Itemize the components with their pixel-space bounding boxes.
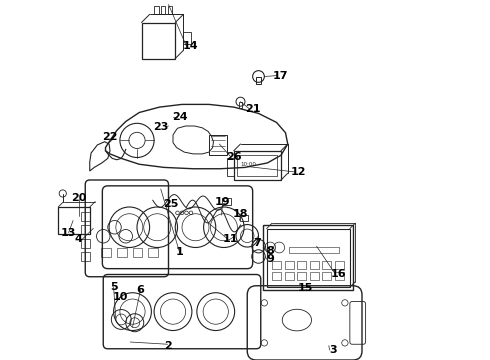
Bar	[297, 272, 306, 280]
Text: 8: 8	[267, 246, 274, 256]
Text: 9: 9	[266, 254, 274, 264]
Text: 14: 14	[182, 41, 198, 51]
Bar	[285, 272, 294, 280]
Text: 17: 17	[272, 71, 288, 81]
Bar	[209, 135, 227, 155]
Bar	[221, 198, 231, 205]
Text: 7: 7	[253, 238, 261, 248]
Bar	[272, 272, 281, 280]
Bar	[237, 155, 276, 175]
Bar	[239, 102, 242, 108]
Bar	[335, 261, 344, 269]
Bar	[227, 158, 234, 175]
Bar	[81, 225, 90, 234]
Bar	[154, 6, 159, 14]
Text: 23: 23	[153, 122, 169, 132]
Bar	[322, 272, 331, 280]
Bar	[322, 261, 331, 269]
Text: 10: 10	[112, 292, 127, 302]
Text: 3: 3	[329, 345, 337, 355]
Bar	[310, 261, 319, 269]
Text: 10:00: 10:00	[240, 162, 256, 167]
Bar	[58, 207, 90, 234]
Bar	[132, 247, 143, 256]
Bar	[101, 247, 111, 256]
Bar	[168, 6, 172, 14]
Bar	[81, 238, 90, 248]
Text: 22: 22	[102, 132, 118, 142]
Text: 16: 16	[331, 269, 346, 279]
Text: 18: 18	[233, 209, 248, 219]
Text: 21: 21	[245, 104, 261, 114]
Text: 13: 13	[61, 228, 76, 238]
Text: 12: 12	[291, 167, 306, 177]
Text: 25: 25	[163, 199, 178, 209]
Bar	[234, 151, 281, 180]
Bar	[161, 6, 165, 14]
Bar	[297, 261, 306, 269]
Bar	[272, 261, 281, 269]
Text: 20: 20	[71, 193, 86, 203]
Text: 5: 5	[110, 282, 118, 292]
Bar	[310, 272, 319, 280]
Bar	[148, 247, 158, 256]
Text: 15: 15	[298, 283, 314, 293]
Text: 6: 6	[137, 285, 145, 295]
Bar	[289, 247, 339, 253]
Bar	[267, 229, 350, 287]
Bar	[117, 247, 126, 256]
Text: 1: 1	[176, 247, 184, 257]
Bar	[335, 272, 344, 280]
Bar	[183, 32, 192, 44]
Bar	[240, 215, 248, 220]
Bar	[142, 22, 175, 58]
Text: 2: 2	[164, 341, 171, 351]
Bar	[81, 211, 90, 220]
Text: 4: 4	[74, 234, 82, 244]
Text: 19: 19	[215, 198, 230, 207]
Bar	[81, 252, 90, 261]
Bar	[256, 77, 261, 84]
Text: 24: 24	[172, 112, 188, 122]
Bar	[285, 261, 294, 269]
Bar	[263, 225, 353, 290]
Text: 11: 11	[223, 234, 238, 243]
Text: 26: 26	[226, 152, 242, 162]
